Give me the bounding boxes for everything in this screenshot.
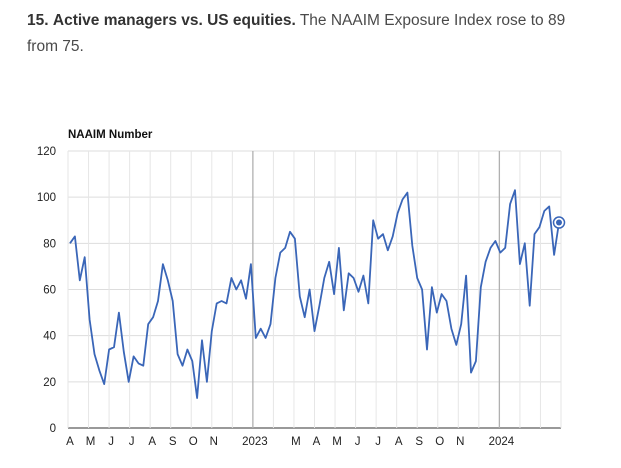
y-tick-label: 120 [37, 146, 56, 158]
y-tick-label: 40 [43, 331, 56, 343]
x-tick-label: O [189, 436, 198, 448]
x-tick-label: O [435, 436, 444, 448]
last-point-marker [556, 219, 562, 226]
y-tick-label: 20 [43, 377, 56, 389]
y-tick-label: 0 [50, 423, 56, 435]
y-tick-label: 60 [43, 285, 56, 297]
x-tick-label: J [129, 436, 135, 448]
naaim-series-line [69, 189, 560, 399]
y-axis-label: NAAIM Number [68, 129, 153, 141]
x-tick-label: 2023 [242, 436, 268, 448]
x-tick-label: J [375, 436, 381, 448]
x-tick-label: M [332, 436, 342, 448]
x-tick-label: N [456, 436, 464, 448]
x-tick-label: M [86, 436, 96, 448]
x-tick-label: S [169, 436, 177, 448]
x-tick-label: N [210, 436, 218, 448]
x-tick-label: A [395, 436, 403, 448]
y-tick-label: 80 [43, 238, 56, 250]
x-tick-label: 2024 [489, 436, 515, 448]
x-tick-label: A [66, 436, 74, 448]
x-axis-ticks: A M J J A S O N 2023 M A M J J A S O N 2024 [66, 436, 515, 448]
caption-heading: Active managers vs. US equities. [52, 12, 296, 29]
chart-grid [67, 150, 562, 429]
x-tick-label: A [148, 436, 156, 448]
x-tick-label: S [415, 436, 423, 448]
x-tick-label: J [355, 436, 361, 448]
x-tick-label: J [108, 436, 114, 448]
y-tick-label: 100 [37, 192, 56, 204]
x-tick-label: A [313, 436, 321, 448]
series-layer [69, 189, 566, 399]
caption-number: 15. [27, 12, 49, 29]
y-axis-ticks: 0 20 40 60 80 100 120 [37, 146, 56, 435]
x-tick-label: M [291, 436, 301, 448]
caption-body: The NAAIM Exposure Index rose to 89 from… [27, 12, 566, 55]
chart-caption: 15. Active managers vs. US equities. The… [27, 8, 597, 60]
